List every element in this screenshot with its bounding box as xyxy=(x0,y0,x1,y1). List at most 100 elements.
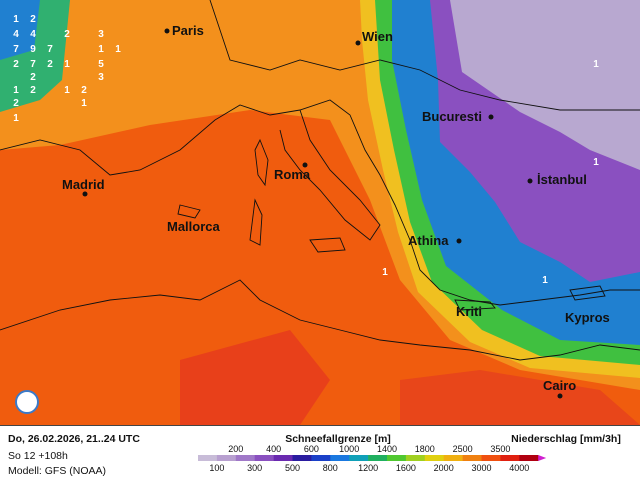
city-dot xyxy=(164,28,170,34)
city-label: Bucuresti xyxy=(422,109,482,124)
colorbar-segment xyxy=(349,455,369,461)
colorbar-segment xyxy=(292,455,312,461)
colorbar-label: 3500 xyxy=(490,444,510,454)
city-label: Roma xyxy=(274,167,311,182)
legend-title: Schneefallgrenze [m] xyxy=(285,433,391,445)
map-number: 1 xyxy=(382,267,388,278)
footer xyxy=(0,425,640,478)
map-number: 1 xyxy=(81,98,87,109)
colorbar-label: 1800 xyxy=(415,444,435,454)
coastline xyxy=(0,279,640,361)
city-label: Wien xyxy=(362,29,393,44)
map-number: 1 xyxy=(542,275,548,286)
colorbar-label: 1200 xyxy=(358,463,378,473)
map-number: 1 xyxy=(64,59,70,70)
map-number: 2 xyxy=(81,85,87,96)
colorbar-segment xyxy=(424,455,444,461)
colorbar-segment xyxy=(481,455,501,461)
colorbar-segment xyxy=(311,455,331,461)
map-number: 2 xyxy=(30,72,36,83)
map-number: 1 xyxy=(98,44,104,55)
city-label: Athina xyxy=(408,233,449,248)
map-number: 1 xyxy=(593,157,599,168)
city-dot xyxy=(527,178,533,184)
colorbar-label: 200 xyxy=(228,444,243,454)
colorbar-segment xyxy=(519,455,539,461)
map-number: 2 xyxy=(30,85,36,96)
map-number: 1 xyxy=(593,59,599,70)
colorbar-segment xyxy=(273,455,293,461)
colorbar-segment xyxy=(235,455,255,461)
colorbar-label: 1400 xyxy=(377,444,397,454)
colorbar-segment xyxy=(500,455,520,461)
map-number: 1 xyxy=(13,85,19,96)
city-dot xyxy=(355,40,361,46)
colorbar-label: 4000 xyxy=(509,463,529,473)
logo xyxy=(15,390,39,414)
field-blue-nw xyxy=(0,0,40,60)
map-number: 2 xyxy=(30,14,36,25)
map-number: 1 xyxy=(13,113,19,124)
map-number: 7 xyxy=(47,44,53,55)
colorbar-label: 500 xyxy=(285,463,300,473)
colorbar-segment xyxy=(405,455,426,461)
map-number: 5 xyxy=(98,59,104,70)
city-label: Cairo xyxy=(543,378,576,393)
colorbar-label: 800 xyxy=(323,463,338,473)
colorbar-segment xyxy=(462,455,482,461)
city-dot xyxy=(488,114,494,120)
map-number: 2 xyxy=(13,98,19,109)
colorbar-label: 300 xyxy=(247,463,262,473)
colorbar-label: 600 xyxy=(304,444,319,454)
map-number: 3 xyxy=(98,29,104,40)
coastline xyxy=(0,99,640,306)
date: Do, 26.02.2026, 21..24 UTC xyxy=(8,433,140,445)
colorbar-segment xyxy=(254,455,274,461)
map-number: 2 xyxy=(13,59,19,70)
colorbar-segment xyxy=(330,455,350,461)
field-lavender xyxy=(450,0,640,170)
islands xyxy=(177,138,606,311)
map-number: 1 xyxy=(115,44,121,55)
colorbar-label: 400 xyxy=(266,444,281,454)
city-label: Paris xyxy=(172,23,204,38)
colorbar-segment xyxy=(216,455,237,461)
map-number: 3 xyxy=(98,72,104,83)
city-label: Mallorca xyxy=(167,219,221,234)
map-number: 7 xyxy=(13,44,19,55)
city-label: Kypros xyxy=(565,310,610,325)
city-dot xyxy=(456,238,462,244)
map-number: 4 xyxy=(30,29,36,40)
map-number: 9 xyxy=(30,44,36,55)
map-number: 7 xyxy=(30,59,36,70)
run: So 12 +108h xyxy=(8,450,68,462)
map-number: 1 xyxy=(13,14,19,25)
colorbar-label: 1600 xyxy=(396,463,416,473)
city-dot xyxy=(302,162,308,168)
border xyxy=(209,0,640,111)
colorbar-label: 2500 xyxy=(453,444,473,454)
map-number: 4 xyxy=(13,29,19,40)
map-number: 2 xyxy=(47,59,53,70)
colorbar-label: 2000 xyxy=(434,463,454,473)
city-dot xyxy=(82,191,88,197)
city-label: Madrid xyxy=(62,177,105,192)
colorbar-segment xyxy=(443,455,463,461)
model: Modell: GFS (NOAA) xyxy=(8,465,106,477)
colorbar-segment xyxy=(198,455,218,461)
coastline xyxy=(279,109,381,241)
colorbar-label: 3000 xyxy=(471,463,491,473)
colorbar-label: 1000 xyxy=(339,444,359,454)
colorbar-segment xyxy=(387,455,407,461)
colorbar-end xyxy=(538,455,547,461)
city-label: Kriti xyxy=(456,304,482,319)
field-patch xyxy=(180,330,330,425)
city-dot xyxy=(557,393,563,399)
field-patch xyxy=(400,370,640,425)
city-label: İstanbul xyxy=(537,172,587,187)
precip-title: Niederschlag [mm/3h] xyxy=(511,433,621,445)
colorbar-label: 100 xyxy=(209,463,224,473)
